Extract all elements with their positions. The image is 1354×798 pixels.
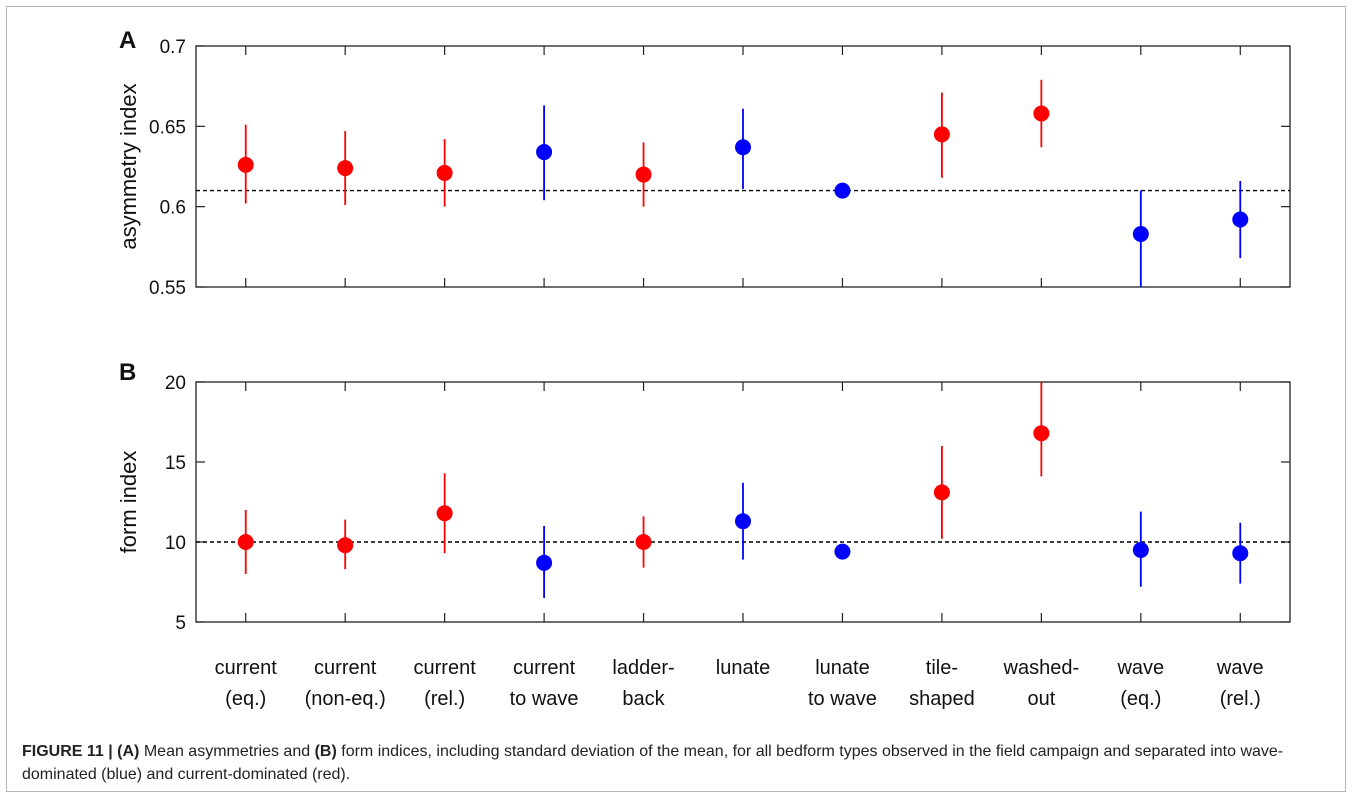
category-label-line2: out (1027, 688, 1055, 710)
data-point (536, 554, 553, 571)
category-label-line2: (non-eq.) (305, 688, 386, 710)
data-point (436, 164, 453, 181)
data-point (933, 484, 950, 501)
data-point (834, 182, 851, 199)
figure-frame (6, 6, 1346, 792)
data-point (337, 160, 354, 177)
data-point (635, 166, 652, 183)
category-label-line1: ladder- (612, 657, 674, 679)
category-label-line1: lunate (716, 657, 771, 679)
category-label-line2: shaped (909, 688, 975, 710)
y-axis-label: form index (116, 451, 141, 554)
data-point (933, 126, 950, 143)
data-point (337, 537, 354, 554)
panel-label: B (119, 359, 136, 386)
data-point (1033, 105, 1050, 122)
data-point (237, 156, 254, 173)
category-label-line2: (rel.) (1220, 688, 1261, 710)
y-tick-label: 15 (165, 453, 186, 474)
y-tick-label: 20 (165, 373, 186, 394)
data-point (1132, 542, 1149, 558)
figure-caption: FIGURE 11 | (A) Mean asymmetries and (B)… (22, 740, 1332, 786)
category-label-line1: lunate (815, 657, 870, 679)
caption-part-b: (B) (314, 743, 337, 760)
caption-figure-label: FIGURE 11 | (22, 743, 118, 760)
data-point (635, 534, 652, 550)
y-axis-label: asymmetry index (116, 83, 141, 249)
data-point (735, 139, 751, 156)
data-point (436, 505, 453, 522)
y-tick-label: 0.6 (160, 198, 186, 219)
category-label-line1: current (215, 657, 278, 679)
category-label-line1: current (513, 657, 576, 679)
data-point (237, 534, 254, 550)
caption-text-1: Mean asymmetries and (139, 743, 315, 760)
data-point (1132, 225, 1149, 242)
y-tick-label: 10 (165, 533, 186, 554)
category-label-line2: to wave (510, 688, 579, 710)
y-tick-label: 0.65 (149, 117, 186, 138)
category-label-line1: wave (1216, 657, 1264, 679)
category-label-line2: back (622, 688, 665, 710)
y-tick-label: 0.55 (149, 278, 186, 299)
data-point (834, 543, 851, 560)
category-label-line1: washed- (1003, 657, 1080, 679)
data-point (536, 144, 553, 161)
data-point (1232, 545, 1249, 562)
category-label-line1: current (414, 657, 477, 679)
y-tick-label: 0.7 (160, 37, 186, 58)
figure-chart: 0.55 0.6 0.65 0.7 asymmetry index A 5 10 15 20 for… (116, 27, 1291, 710)
category-label-line1: tile- (926, 657, 958, 679)
data-point (735, 513, 751, 530)
data-point (1033, 425, 1050, 442)
y-tick-label: 5 (175, 613, 186, 634)
caption-part-a: (A) (117, 743, 140, 760)
data-point (1232, 211, 1249, 228)
category-label-line1: current (314, 657, 377, 679)
category-label-line2: (eq.) (225, 688, 266, 710)
category-label-line2: (eq.) (1120, 688, 1161, 710)
caption-text-2: form indices, including standard deviati… (22, 743, 1284, 783)
category-label-line2: to wave (808, 688, 877, 710)
category-label-line2: (rel.) (424, 688, 465, 710)
category-label-line1: wave (1116, 657, 1164, 679)
panel-label: A (119, 27, 136, 54)
